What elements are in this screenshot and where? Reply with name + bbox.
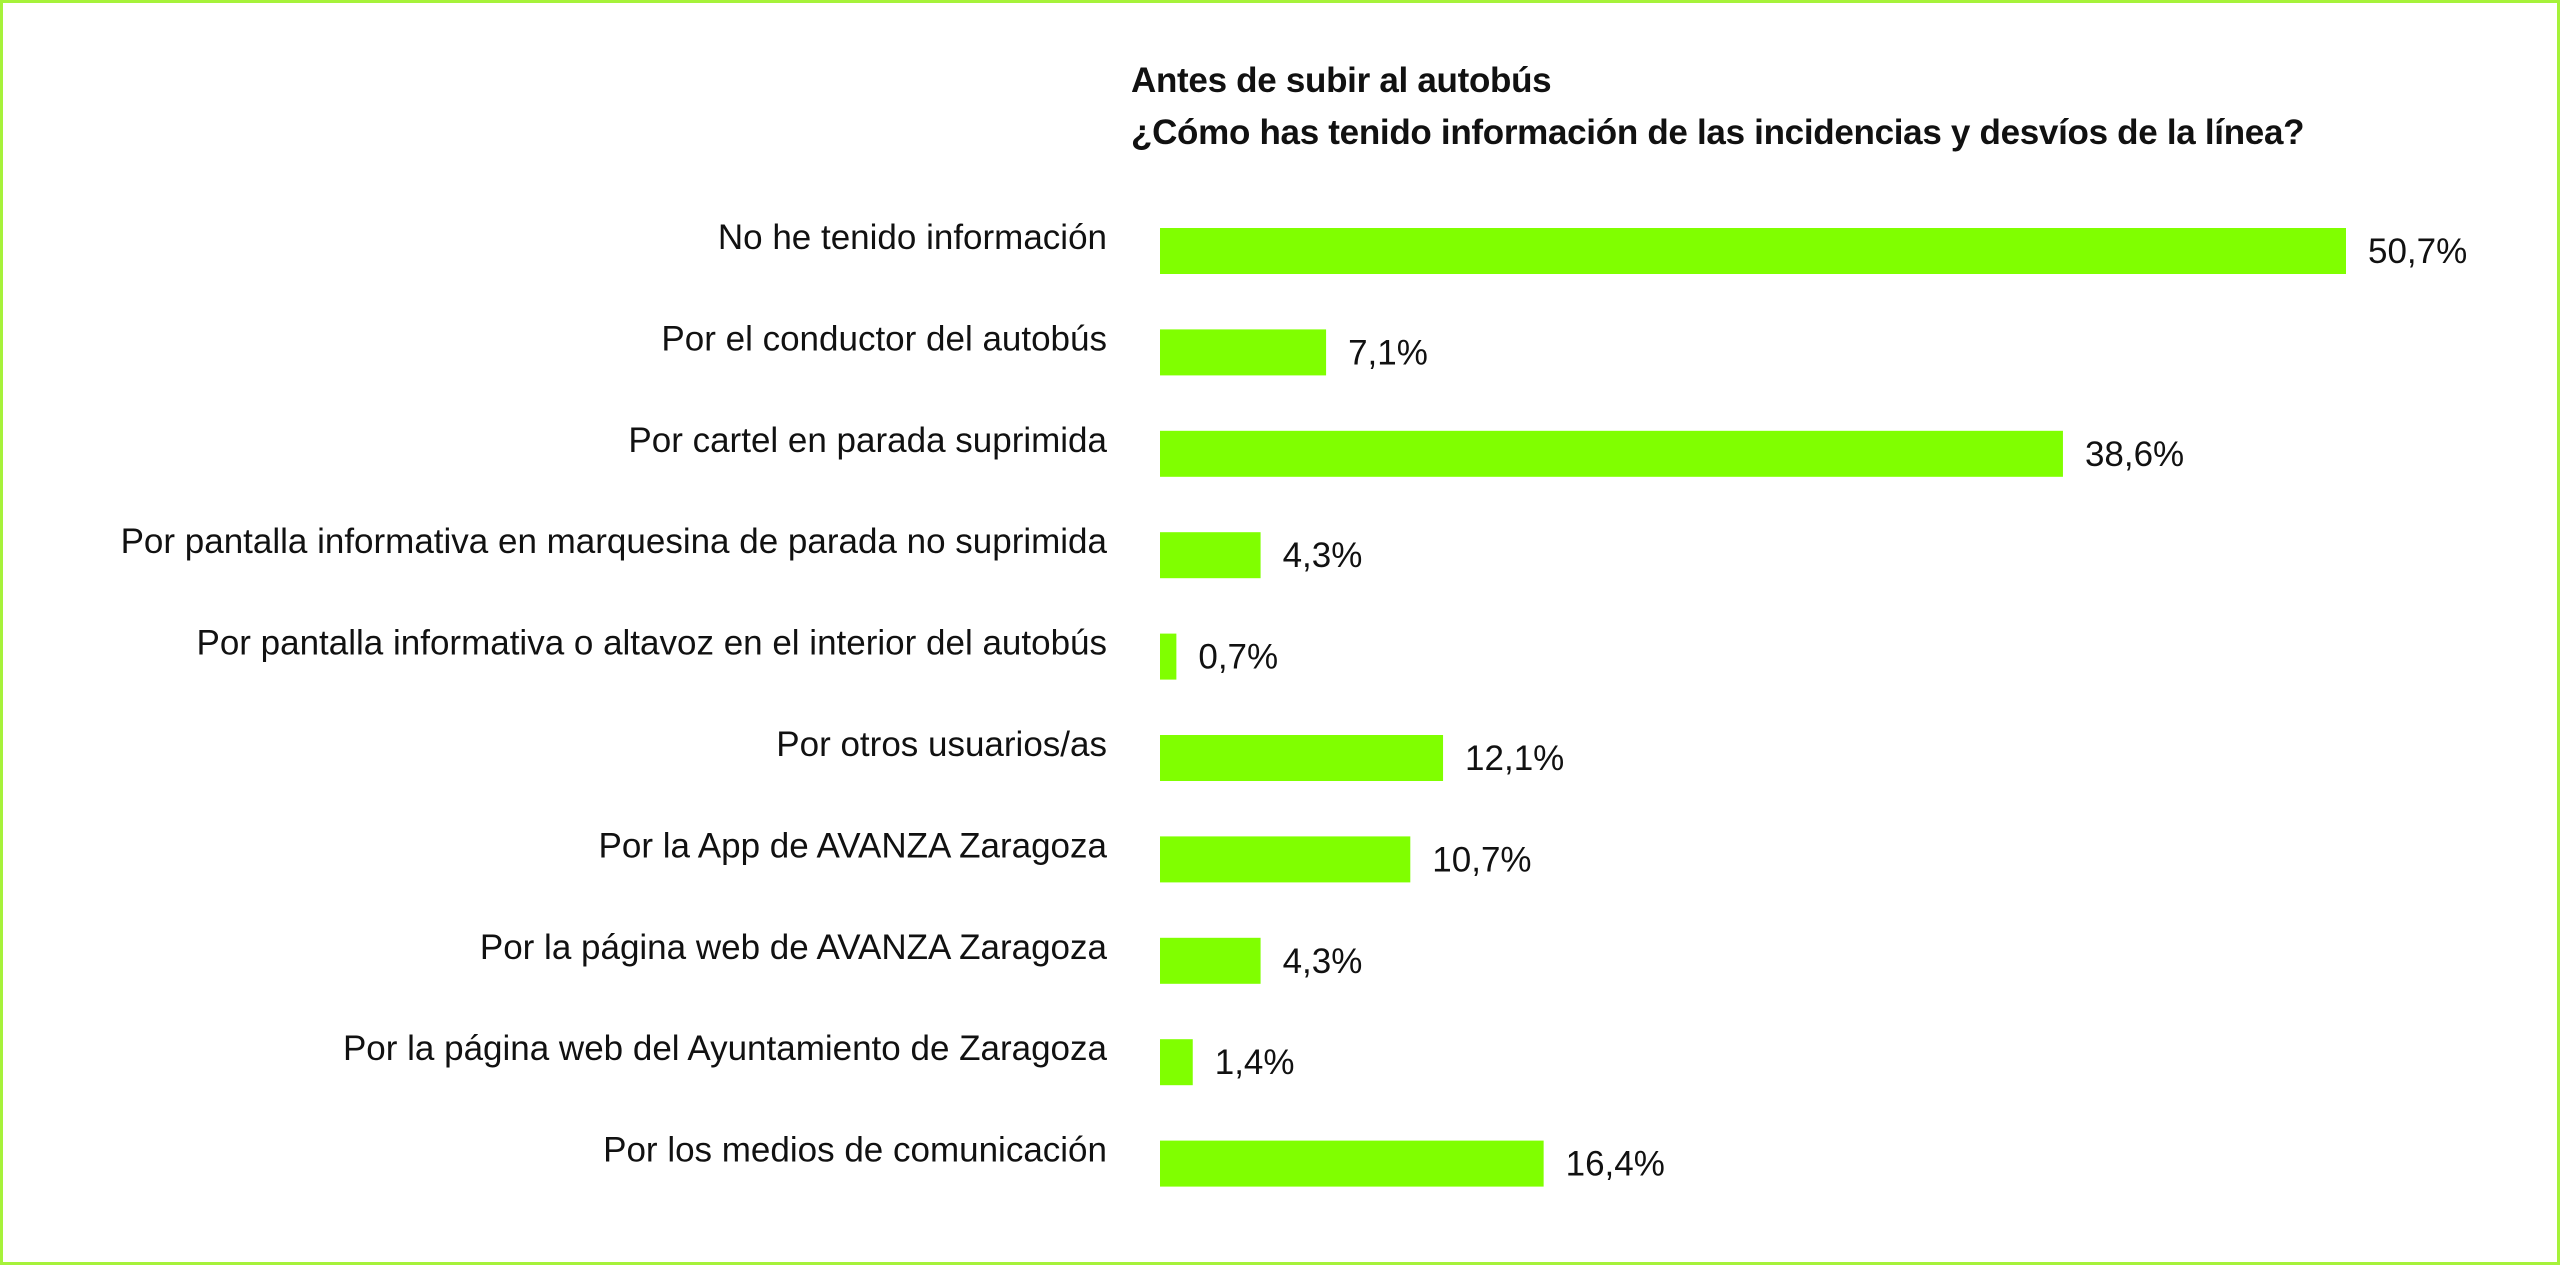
category-label: Por pantalla informativa o altavoz en el… — [196, 624, 1107, 663]
bar-row: No he tenido información 50,7% — [718, 218, 2467, 274]
bar — [1160, 532, 1261, 579]
category-label: Por cartel en parada suprimida — [628, 421, 1107, 460]
bar-row: Por pantalla informativa en marquesina d… — [121, 522, 1363, 579]
bar-row: Por la App de AVANZA Zaragoza 10,7% — [599, 826, 1532, 883]
bar-row: Por el conductor del autobús 7,1% — [661, 319, 1428, 376]
bar — [1160, 329, 1327, 376]
bar — [1160, 430, 2063, 477]
bar — [1160, 1039, 1193, 1086]
bar — [1160, 633, 1177, 680]
category-label: Por la página web de AVANZA Zaragoza — [480, 928, 1108, 967]
chart-subtitle: ¿Cómo has tenido información de las inci… — [1131, 113, 2305, 152]
bar-row: Por la página web del Ayuntamiento de Za… — [343, 1029, 1295, 1086]
category-label: Por pantalla informativa en marquesina d… — [121, 522, 1108, 561]
value-label: 0,7% — [1198, 638, 1278, 677]
category-label: Por el conductor del autobús — [661, 319, 1107, 358]
value-label: 4,3% — [1283, 942, 1363, 981]
value-label: 1,4% — [1215, 1043, 1295, 1082]
value-label: 10,7% — [1432, 840, 1531, 879]
bar-row: Por otros usuarios/as 12,1% — [776, 725, 1564, 781]
category-label: Por los medios de comunicación — [603, 1131, 1107, 1170]
bar-chart: No he tenido información 50,7% Por el cond… — [121, 218, 2467, 1187]
value-label: 7,1% — [1348, 333, 1428, 372]
value-label: 38,6% — [2085, 435, 2184, 474]
bar-row: Por pantalla informativa o altavoz en el… — [196, 624, 1278, 680]
bar — [1160, 836, 1411, 883]
bar-row: Por la página web de AVANZA Zaragoza 4,3% — [480, 928, 1363, 984]
category-label: Por la página web del Ayuntamiento de Za… — [343, 1029, 1108, 1068]
value-label: 12,1% — [1465, 739, 1564, 778]
bar — [1160, 735, 1444, 781]
bar — [1160, 1140, 1544, 1187]
category-label: Por la App de AVANZA Zaragoza — [599, 826, 1108, 865]
category-label: No he tenido información — [718, 218, 1107, 257]
bar-row: Por los medios de comunicación 16,4% — [603, 1131, 1665, 1187]
chart-title: Antes de subir al autobús — [1131, 61, 1552, 100]
bar — [1160, 937, 1261, 984]
bar — [1160, 228, 2346, 274]
value-label: 50,7% — [2368, 232, 2467, 271]
bar-row: Por cartel en parada suprimida 38,6% — [628, 421, 2184, 477]
chart-title-block: Antes de subir al autobús ¿Cómo has teni… — [1131, 55, 2305, 159]
value-label: 16,4% — [1566, 1145, 1665, 1184]
value-label: 4,3% — [1283, 536, 1363, 575]
category-label: Por otros usuarios/as — [776, 725, 1107, 764]
